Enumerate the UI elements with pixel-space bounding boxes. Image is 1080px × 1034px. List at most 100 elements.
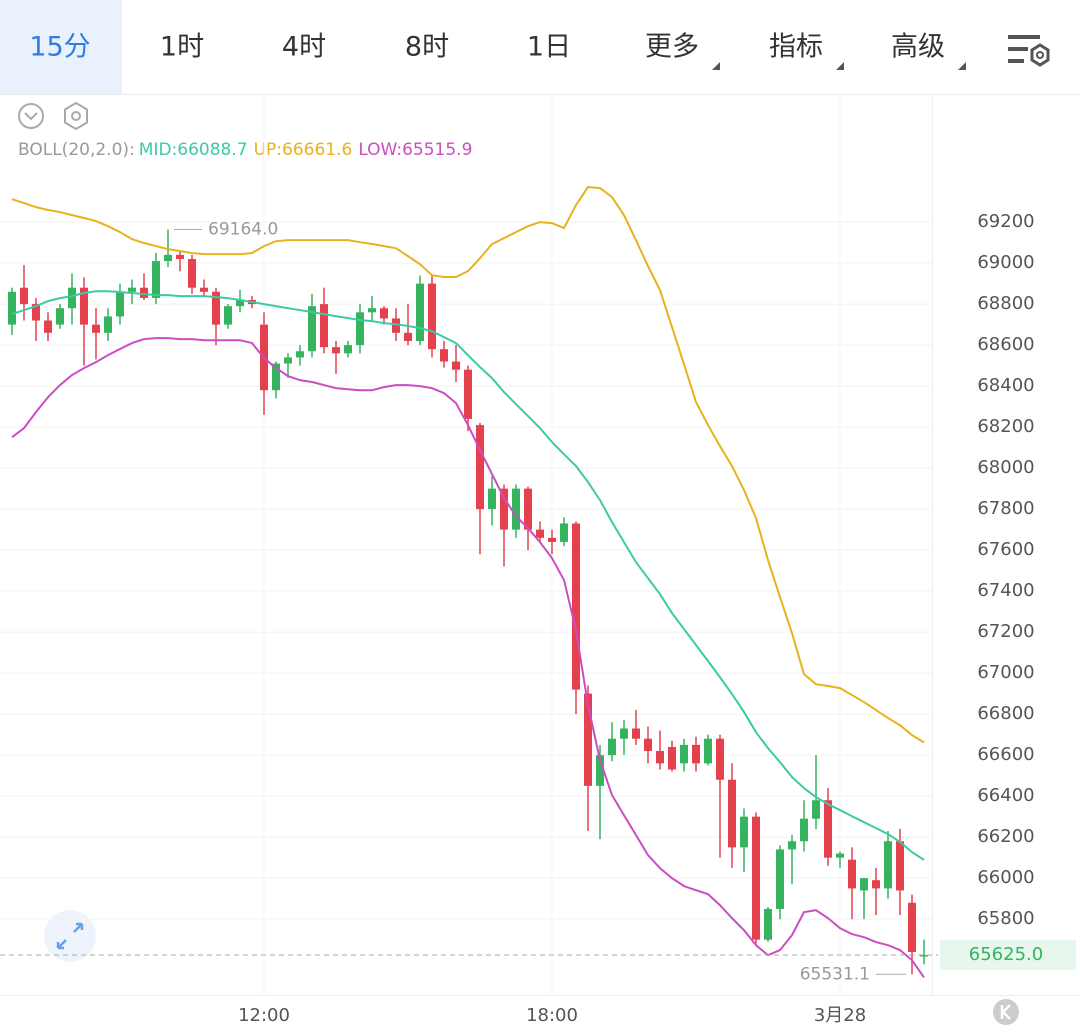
candle-body: [800, 818, 808, 842]
candle-body: [752, 816, 760, 940]
candle-body: [140, 287, 148, 298]
tab[interactable]: 1时: [160, 32, 204, 63]
candle-body: [200, 287, 208, 292]
y-tick-label: 66000: [977, 867, 1034, 888]
candle-body: [428, 283, 436, 350]
candle-body: [608, 738, 616, 756]
last-price-label: 65625.0: [969, 944, 1043, 965]
y-tick-label: 68600: [977, 334, 1034, 355]
candle-body: [8, 291, 16, 325]
candle-body: [764, 908, 772, 940]
candle-body: [656, 751, 664, 764]
candle-body: [848, 859, 856, 889]
candle-body: [776, 849, 784, 909]
candle-body: [452, 361, 460, 370]
boll-line: [11, 186, 925, 744]
candle-body: [632, 728, 640, 739]
y-tick-label: 66200: [977, 826, 1034, 847]
x-tick-label: 3月28: [814, 1005, 866, 1026]
candle-body: [176, 254, 184, 260]
candle-body: [284, 357, 292, 364]
candle-body: [272, 363, 280, 391]
y-tick-label: 67800: [977, 498, 1034, 519]
candle-body: [128, 287, 136, 292]
tab-selected-bg[interactable]: [0, 0, 122, 94]
candle-body: [824, 800, 832, 858]
candle-body: [524, 488, 532, 530]
candle-body: [212, 291, 220, 325]
candle-body: [704, 738, 712, 764]
candle-body: [692, 744, 700, 764]
tab[interactable]: 4时: [282, 32, 326, 63]
y-tick-label: 66800: [977, 703, 1034, 724]
candle-body: [500, 488, 508, 530]
candle-body: [92, 324, 100, 333]
min-marker-label: 65531.1: [800, 964, 870, 984]
candle-body: [332, 347, 340, 354]
tab[interactable]: 指标: [769, 32, 823, 63]
candle-body: [620, 728, 628, 739]
collapse-icon[interactable]: [18, 103, 44, 129]
candle-body: [44, 320, 52, 333]
indicator-label: BOLL(20,2.0):: [18, 140, 135, 160]
candle-body: [896, 841, 904, 891]
candle-body: [644, 738, 652, 752]
candle-body: [296, 351, 304, 358]
tab[interactable]: 高级: [891, 32, 945, 63]
expand-icon[interactable]: [44, 910, 96, 962]
tab[interactable]: 8时: [405, 32, 449, 63]
candle-body: [884, 841, 892, 889]
candle-body: [392, 318, 400, 333]
candle-body: [668, 746, 676, 770]
candle-body: [104, 316, 112, 333]
candle-body: [920, 955, 928, 957]
indicator-legend: BOLL(20,2.0): MID:66088.7 UP:66661.6 LOW:65…: [18, 140, 472, 160]
boll-line: [11, 290, 925, 861]
tab[interactable]: 15分: [29, 32, 90, 63]
candle-body: [380, 308, 388, 319]
tab[interactable]: 1日: [527, 32, 571, 63]
legend-up: UP:66661.6: [254, 140, 353, 160]
candle-body: [596, 755, 604, 786]
y-tick-label: 67400: [977, 580, 1034, 601]
y-tick-label: 67200: [977, 621, 1034, 642]
candle-body: [464, 369, 472, 419]
y-tick-label: 65800: [977, 908, 1034, 929]
candle-body: [728, 779, 736, 848]
y-tick-label: 68800: [977, 293, 1034, 314]
candle-body: [716, 738, 724, 780]
candle-body: [476, 425, 484, 510]
candle-body: [812, 800, 820, 819]
y-tick-label: 69200: [977, 211, 1034, 232]
candle-body: [236, 300, 244, 307]
candle-body: [416, 283, 424, 342]
candle-body: [152, 261, 160, 298]
settings-icon[interactable]: [1008, 35, 1050, 67]
legend-low: LOW:65515.9: [358, 140, 472, 160]
candle-body: [560, 523, 568, 542]
candle-body: [368, 308, 376, 313]
k-icon[interactable]: [993, 999, 1019, 1025]
candle-body: [548, 537, 556, 542]
last-price-box: [940, 940, 1076, 971]
candle-body: [20, 287, 28, 305]
boll-line: [11, 337, 925, 978]
candle-body: [584, 693, 592, 786]
candle-body: [308, 306, 316, 352]
candle-body: [440, 349, 448, 362]
y-tick-label: 66400: [977, 785, 1034, 806]
candle-body: [908, 902, 916, 952]
y-tick-label: 68000: [977, 457, 1034, 478]
candle-body: [836, 853, 844, 858]
candle-body: [680, 744, 688, 764]
indicator-settings-icon[interactable]: [64, 101, 88, 131]
candle-body: [356, 312, 364, 346]
x-tick-label: 12:00: [238, 1005, 290, 1026]
candle-body: [224, 306, 232, 325]
tab[interactable]: 更多: [645, 32, 699, 63]
y-tick-label: 69000: [977, 252, 1034, 273]
dropdown-arrows: [712, 62, 966, 70]
candle-body: [404, 332, 412, 342]
